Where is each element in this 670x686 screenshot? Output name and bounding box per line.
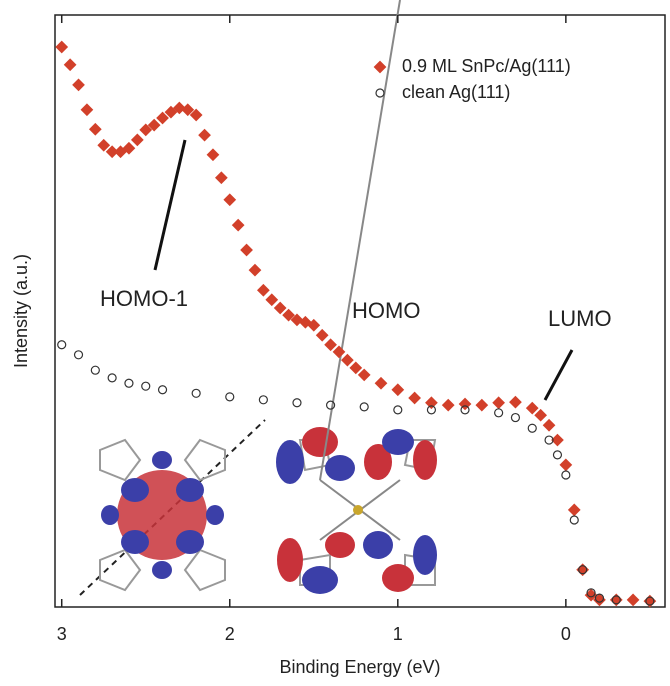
data-point [492, 396, 505, 409]
data-point [223, 193, 236, 206]
annotation-line [545, 350, 572, 400]
annotation: LUMO [548, 306, 612, 331]
x-axis-label: Binding Energy (eV) [279, 657, 440, 677]
data-point [58, 341, 66, 349]
data-point [509, 396, 522, 409]
data-point [408, 392, 421, 405]
legend-marker [376, 89, 384, 97]
data-point [142, 382, 150, 390]
data-point [257, 284, 270, 297]
data-point [543, 419, 556, 432]
data-point [375, 377, 388, 390]
data-point [64, 58, 77, 71]
data-point [75, 351, 83, 359]
data-point [568, 504, 581, 517]
x-tick-label: 1 [393, 624, 403, 644]
data-point [394, 406, 402, 414]
data-point [81, 103, 94, 116]
data-point [333, 345, 346, 358]
data-point [526, 402, 539, 415]
data-point [316, 329, 329, 342]
data-point [534, 409, 547, 422]
data-point [240, 244, 253, 257]
data-point [89, 123, 102, 136]
x-tick-label: 2 [225, 624, 235, 644]
data-point [495, 409, 503, 417]
data-point [559, 459, 572, 472]
data-point [627, 594, 640, 607]
annotation: HOMO-1 [100, 286, 188, 311]
data-point [274, 302, 287, 315]
data-point [293, 399, 301, 407]
data-point [349, 361, 362, 374]
data-point [475, 399, 488, 412]
data-point [265, 293, 278, 306]
data-point [125, 379, 133, 387]
legend-label: clean Ag(111) [402, 82, 510, 102]
page: {"chart_data": {"type": "scatter", "x_la… [0, 0, 670, 686]
data-point [425, 396, 438, 409]
data-point [459, 398, 472, 411]
data-point [226, 393, 234, 401]
data-point [207, 148, 220, 161]
data-point [511, 414, 519, 422]
data-point [442, 399, 455, 412]
data-point [159, 386, 167, 394]
data-point [91, 366, 99, 374]
chart: HOMO-1 HOMO LUMO Binding Energy (eV) Int… [0, 0, 670, 686]
legend-label: 0.9 ML SnPc/Ag(111) [402, 56, 571, 76]
y-axis-label: Intensity (a.u.) [11, 254, 31, 368]
data-point [360, 403, 368, 411]
data-point [324, 338, 337, 351]
data-point [108, 374, 116, 382]
data-point [391, 383, 404, 396]
data-point [570, 516, 578, 524]
data-point [259, 396, 267, 404]
data-point [131, 134, 144, 147]
data-point [249, 264, 262, 277]
annotation-line [155, 140, 185, 270]
data-point [215, 171, 228, 184]
x-tick-label: 3 [57, 624, 67, 644]
data-point [55, 41, 68, 54]
data-point [192, 389, 200, 397]
data-point [528, 424, 536, 432]
data-point [341, 354, 354, 367]
annotation: HOMO [352, 298, 420, 323]
x-tick-label: 0 [561, 624, 571, 644]
data-point [553, 451, 561, 459]
data-point [72, 78, 85, 91]
legend-marker [374, 61, 387, 74]
data-point [562, 471, 570, 479]
data-point [358, 369, 371, 382]
data-point [232, 219, 245, 232]
data-point [198, 129, 211, 142]
